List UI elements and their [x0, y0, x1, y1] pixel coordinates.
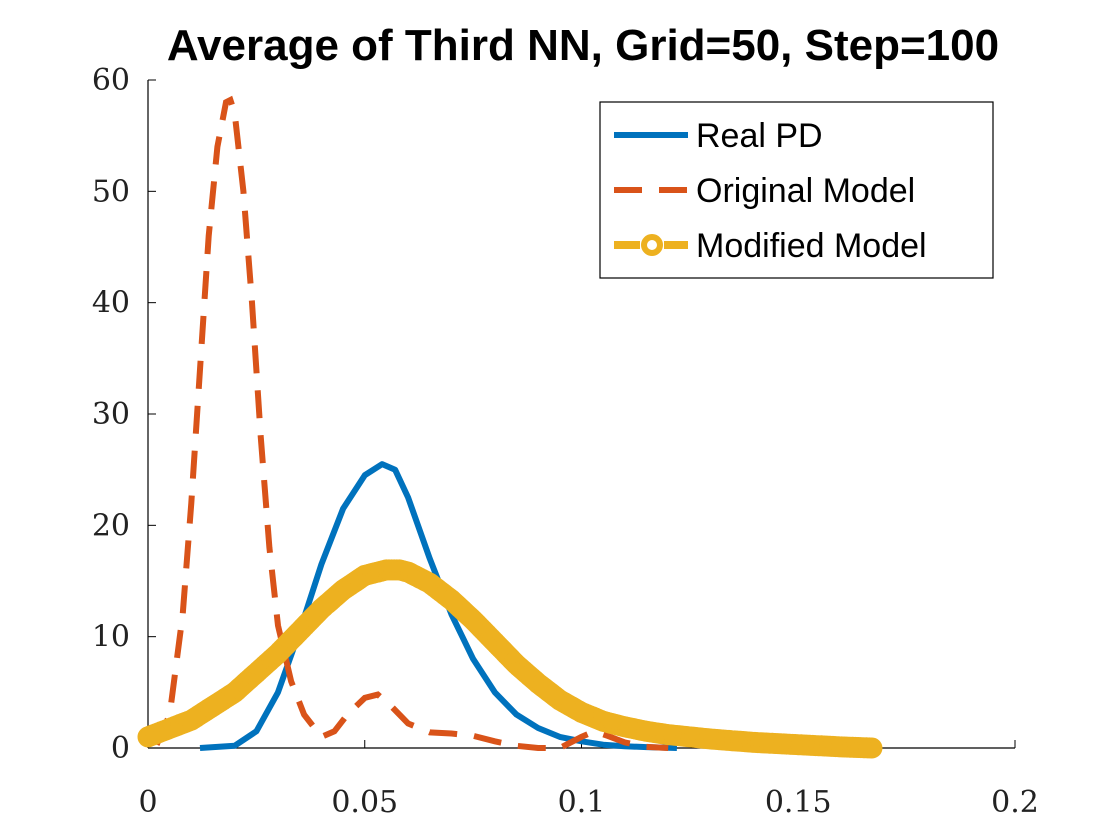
y-tick-label: 30	[92, 397, 130, 432]
legend-modified-model-label: Modified Model	[696, 227, 927, 265]
legend-modified-model-marker	[641, 234, 663, 256]
y-tick-label: 60	[92, 63, 130, 98]
legend-real-pd-label: Real PD	[696, 117, 823, 155]
x-tick-label: 0.05	[331, 785, 398, 820]
series-real-pd-line	[199, 461, 678, 751]
x-tick-label: 0.2	[991, 785, 1039, 820]
y-tick-label: 0	[111, 731, 130, 766]
x-tick-label: 0.1	[558, 785, 606, 820]
series-original-model-line	[153, 95, 669, 751]
marker	[861, 737, 883, 759]
y-tick-label: 40	[92, 286, 130, 321]
y-tick-label: 20	[92, 508, 130, 543]
axes: 0 0.05 0.1 0.15 0.2 0 10 20 30 40 50 60	[92, 63, 1039, 820]
series-modified-model-markers	[137, 559, 883, 759]
legend: Real PD Original Model Modified Model	[599, 101, 994, 279]
x-tick-label: 0	[138, 785, 157, 820]
y-tick-label: 50	[92, 174, 130, 209]
x-tick-label: 0.15	[765, 785, 832, 820]
y-tick-label: 10	[92, 620, 130, 655]
legend-original-model-label: Original Model	[696, 172, 915, 210]
series-layer	[137, 95, 883, 759]
chart-title: Average of Third NN, Grid=50, Step=100	[167, 21, 999, 70]
